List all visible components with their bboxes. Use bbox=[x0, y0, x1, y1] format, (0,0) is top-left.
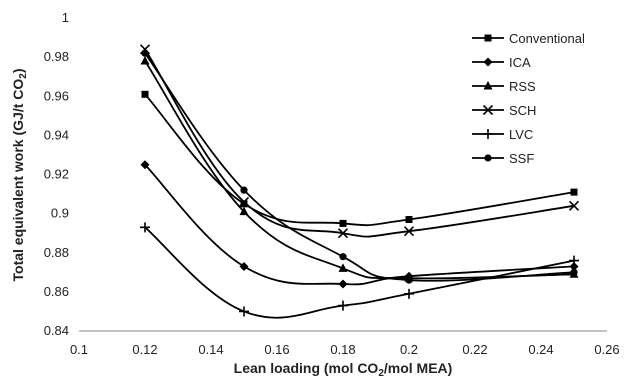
y-tick-label: 0.98 bbox=[44, 49, 69, 64]
y-tick-label: 0.86 bbox=[44, 284, 69, 299]
data-point-diamond bbox=[569, 261, 579, 271]
data-point-plus bbox=[404, 288, 414, 299]
legend-label: Conventional bbox=[509, 31, 585, 46]
data-point-x bbox=[337, 228, 349, 239]
data-point-triangle bbox=[483, 81, 493, 90]
series-layer bbox=[139, 44, 580, 319]
x-axis-title: Lean loading (mol CO2​/mol MEA) bbox=[234, 360, 453, 379]
data-point-circle bbox=[339, 253, 347, 261]
x-tick-label: 0.18 bbox=[330, 342, 355, 357]
legend-label: ICA bbox=[509, 55, 531, 70]
series-line-sch bbox=[144, 48, 575, 238]
data-point-plus bbox=[338, 300, 348, 311]
x-tick-label: 0.16 bbox=[264, 342, 289, 357]
legend-label: RSS bbox=[509, 79, 536, 94]
y-axis-ticks: 0.84 0.86 0.88 0.9 0.92 0.94 0.96 0.98 1 bbox=[44, 10, 69, 338]
data-point-x bbox=[403, 226, 415, 237]
legend-item-sch: SCH bbox=[472, 103, 536, 118]
data-point-triangle bbox=[140, 56, 150, 65]
series-ssf bbox=[141, 49, 578, 284]
data-point-square bbox=[405, 215, 413, 223]
x-tick-label: 0.1 bbox=[70, 342, 88, 357]
y-tick-label: 1 bbox=[62, 10, 69, 25]
y-tick-label: 0.9 bbox=[51, 206, 69, 221]
legend-label: SCH bbox=[509, 103, 536, 118]
data-point-circle bbox=[405, 276, 413, 284]
data-point-circle bbox=[484, 154, 492, 162]
data-point-x bbox=[238, 196, 250, 207]
x-tick-label: 0.26 bbox=[594, 342, 619, 357]
series-lvc bbox=[140, 222, 579, 319]
data-point-plus bbox=[140, 222, 150, 233]
x-tick-label: 0.14 bbox=[198, 342, 223, 357]
legend-label: LVC bbox=[509, 127, 533, 142]
data-point-x bbox=[482, 104, 494, 116]
data-point-plus bbox=[239, 306, 249, 317]
x-tick-label: 0.24 bbox=[528, 342, 553, 357]
legend-label: SSF bbox=[509, 151, 534, 166]
series-line-lvc bbox=[144, 226, 575, 319]
legend: Conventional ICA RSS SCH LVC SSF bbox=[472, 31, 585, 166]
y-tick-label: 0.96 bbox=[44, 88, 69, 103]
series-conventional bbox=[141, 90, 578, 227]
data-point-circle bbox=[141, 49, 149, 57]
legend-item-ssf: SSF bbox=[472, 151, 534, 166]
data-point-triangle bbox=[338, 263, 348, 272]
data-point-square bbox=[141, 90, 149, 98]
x-tick-label: 0.22 bbox=[462, 342, 487, 357]
data-point-square bbox=[240, 200, 248, 208]
series-line-ssf bbox=[144, 52, 575, 282]
data-point-plus bbox=[483, 129, 493, 139]
data-point-diamond bbox=[483, 57, 493, 67]
legend-item-rss: RSS bbox=[472, 79, 536, 94]
data-point-square bbox=[570, 188, 578, 196]
data-point-circle bbox=[240, 186, 248, 194]
legend-item-ica: ICA bbox=[472, 55, 531, 70]
x-axis-ticks: 0.1 0.12 0.14 0.16 0.18 0.2 0.22 0.24 0.26 bbox=[70, 342, 620, 357]
y-tick-label: 0.94 bbox=[44, 127, 69, 142]
x-tick-label: 0.2 bbox=[400, 342, 418, 357]
data-point-x bbox=[568, 200, 580, 211]
data-point-diamond bbox=[140, 160, 150, 170]
data-point-triangle bbox=[239, 206, 249, 216]
legend-item-lvc: LVC bbox=[472, 127, 533, 142]
data-point-plus bbox=[569, 255, 579, 266]
y-tick-label: 0.88 bbox=[44, 245, 69, 260]
data-point-square bbox=[339, 219, 347, 227]
y-axis-title: Total equivalent work (GJ/t CO2​) bbox=[10, 68, 29, 281]
legend-item-conventional: Conventional bbox=[472, 31, 585, 46]
y-tick-label: 0.84 bbox=[44, 323, 69, 338]
data-point-circle bbox=[570, 268, 578, 276]
data-point-square bbox=[484, 34, 492, 42]
x-tick-label: 0.12 bbox=[132, 342, 157, 357]
data-point-diamond bbox=[239, 261, 249, 271]
y-tick-label: 0.92 bbox=[44, 167, 69, 182]
data-point-diamond bbox=[338, 279, 348, 289]
